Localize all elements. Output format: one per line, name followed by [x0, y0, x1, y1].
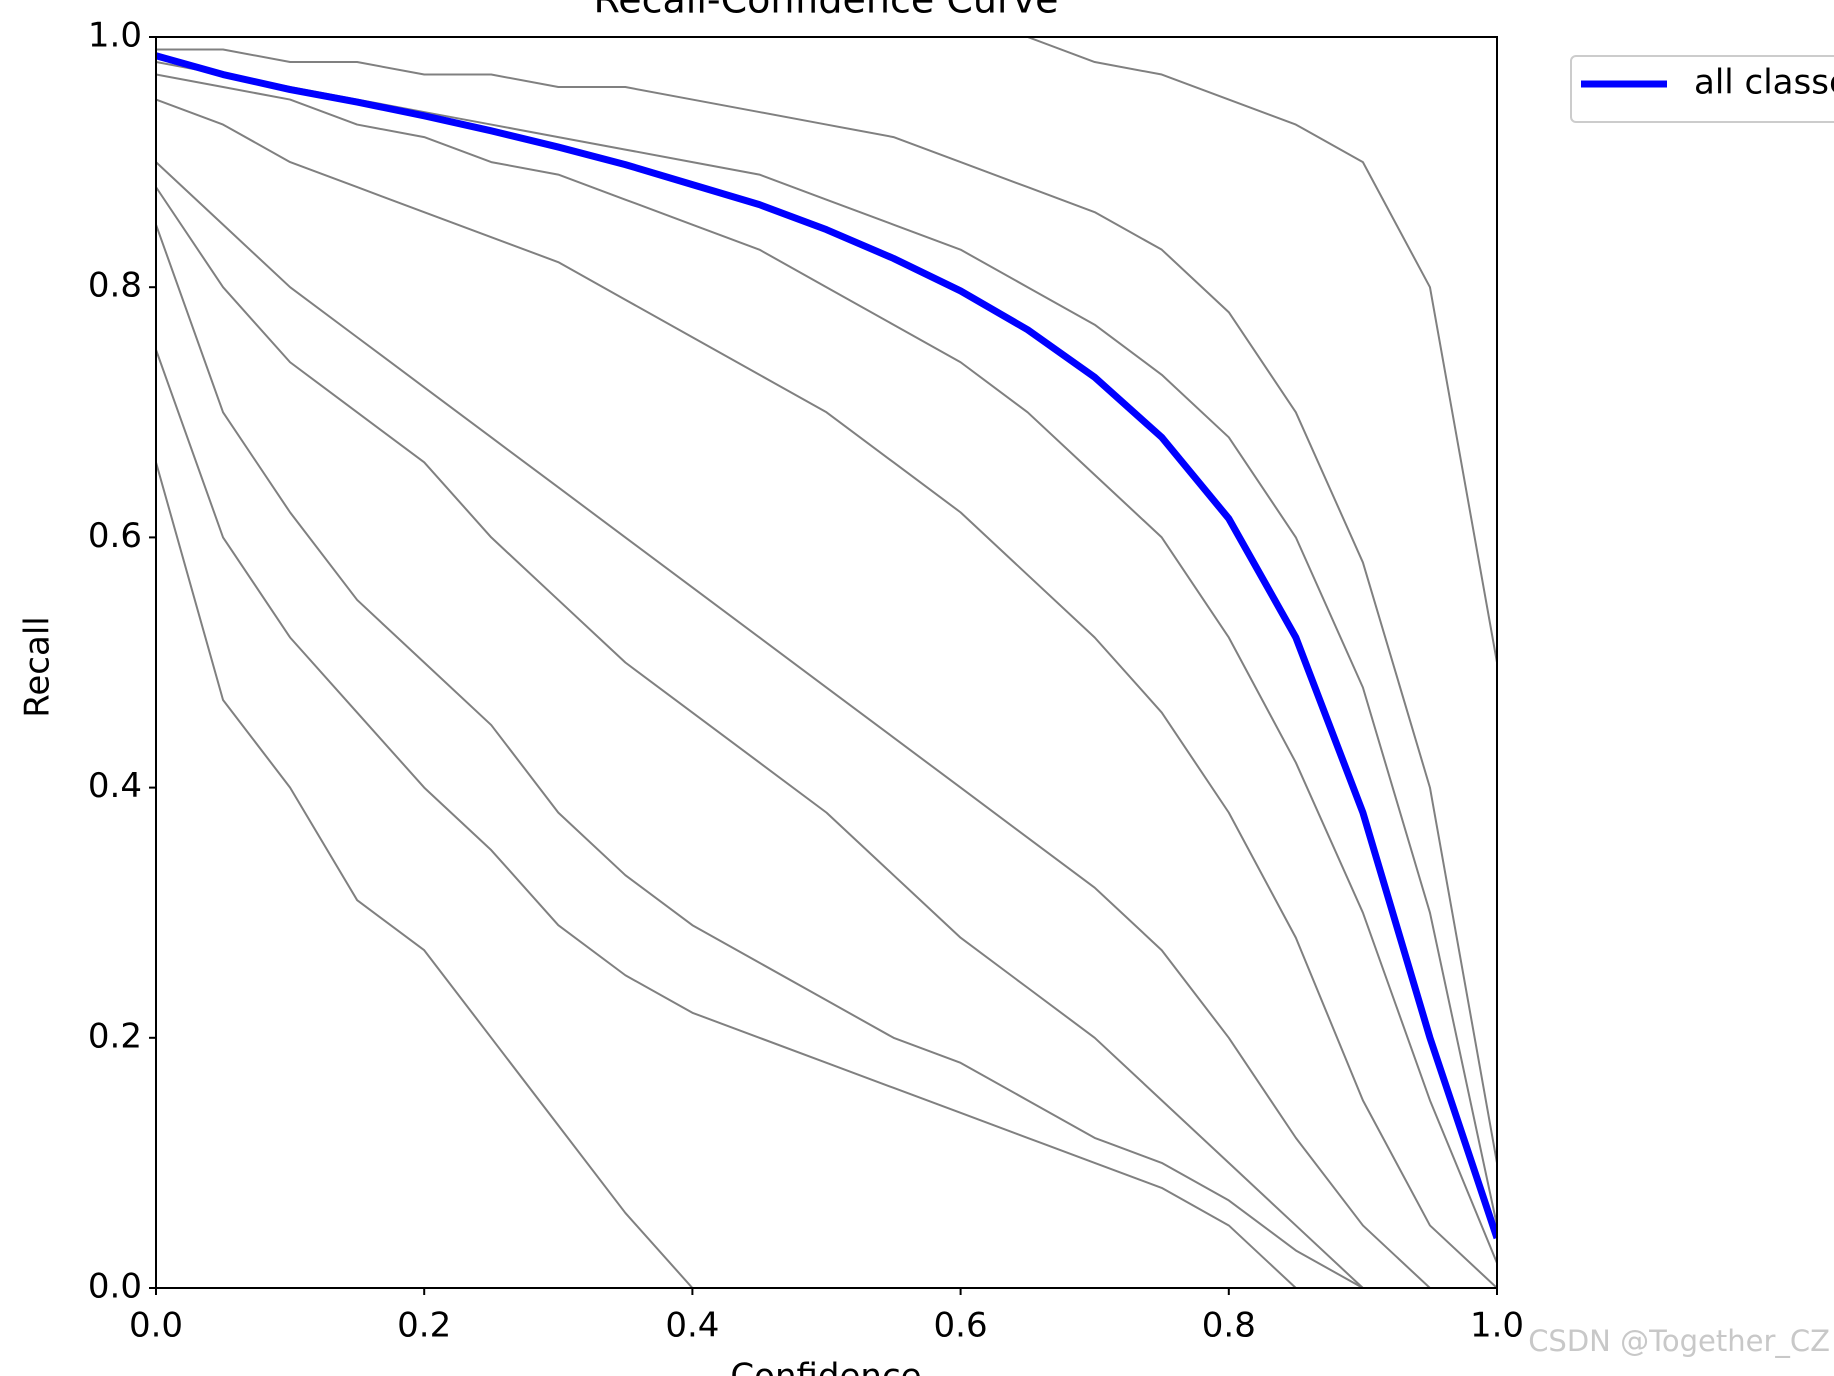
- x-axis-label: Confidence: [730, 1357, 921, 1376]
- chart-title: Recall-Confidence Curve: [594, 0, 1059, 22]
- class-line: [156, 186, 1497, 1288]
- x-tick-label: 0.0: [129, 1306, 183, 1346]
- plot-frame: [155, 36, 1498, 1289]
- x-tick-label: 0.2: [397, 1306, 451, 1346]
- y-tick-label: 0.8: [88, 266, 142, 306]
- x-tick-label: 0.6: [934, 1306, 988, 1346]
- x-tick-label: 0.8: [1202, 1306, 1256, 1346]
- class-line: [156, 37, 1497, 663]
- legend-box: [1570, 55, 1834, 123]
- y-tick-label: 0.4: [88, 766, 142, 806]
- class-line: [156, 349, 1497, 1288]
- x-tick-label: 1.0: [1470, 1306, 1524, 1346]
- y-tick-label: 0.6: [88, 516, 142, 556]
- x-tick-label: 0.4: [665, 1306, 719, 1346]
- legend-label: all classes: [1694, 63, 1834, 103]
- plot-lines: [156, 37, 1497, 1288]
- class-line: [156, 73, 1497, 1264]
- y-axis-label: Recall: [18, 616, 58, 717]
- all-classes-line: [156, 52, 1497, 1240]
- y-tick-label: 0.2: [88, 1016, 142, 1056]
- class-line: [156, 462, 1497, 1288]
- watermark: CSDN @Together_CZ: [1528, 1324, 1830, 1358]
- y-tick-label: 0.0: [88, 1267, 142, 1307]
- class-line: [156, 161, 1497, 1288]
- y-tick-label: 1.0: [88, 16, 142, 56]
- class-line: [156, 224, 1497, 1288]
- class-line: [156, 98, 1497, 1288]
- class-line: [156, 48, 1497, 1164]
